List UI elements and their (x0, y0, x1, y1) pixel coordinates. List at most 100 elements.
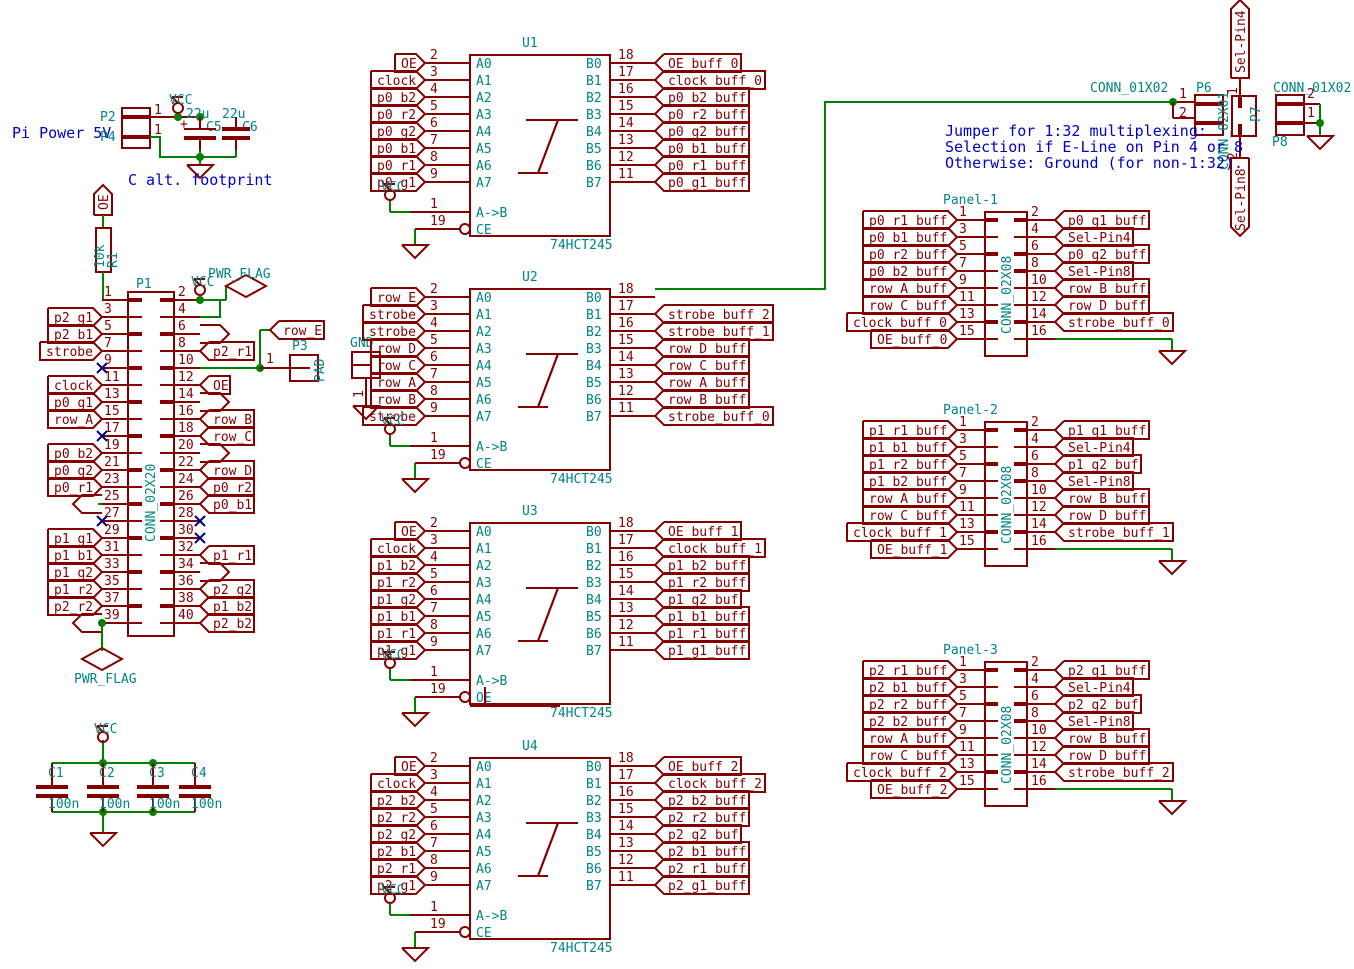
buf-out-net-U3-17-text: clock_buff_1 (668, 542, 762, 557)
panel-right-pinnum: 6 (1031, 449, 1039, 464)
vcc-label: VCC (381, 414, 404, 429)
p1-left-net-13-outline (47, 392, 104, 412)
buf-in-net-U4-4-text: p2_b2 (377, 794, 416, 809)
panel-left-net-Panel-3-11-text: row_C_buff (869, 749, 947, 764)
buf-in-net-U2-9-outline (362, 406, 427, 426)
no-connect-marker (194, 532, 206, 544)
p1-right-net-8-outline (198, 341, 255, 361)
buffer-in-pinnum: 9 (430, 167, 438, 182)
buffer-out-pinnum: 17 (618, 768, 634, 783)
panel-left-net-Panel-1-3-outline (862, 227, 959, 247)
buffer-outpin-name: B6 (586, 862, 602, 877)
buffer-inpin-name: A4 (476, 125, 492, 140)
panel-value: CONN_02X08 (1000, 256, 1015, 334)
buffer-out-pinnum: 11 (618, 167, 634, 182)
panel-right-pinnum: 10 (1031, 273, 1047, 288)
panel-body-Panel-3 (984, 661, 1028, 807)
buf-out-net-U4-14-text: p2_g2_buf (668, 828, 738, 843)
row-e-net-label-text: row_E (283, 324, 322, 339)
buffer-in-pinnum: 6 (430, 584, 438, 599)
buf-out-net-U2-13-text: row_A_buff (668, 376, 746, 391)
buffer-in-pinnum: 5 (430, 802, 438, 817)
panel-left-pinnum: 11 (959, 740, 975, 755)
buffer-inpin-name: A7 (476, 879, 492, 894)
buf-in-net-U1-4-outline (370, 87, 427, 107)
buffer-ce-pinnum: 19 (430, 682, 446, 697)
p1-left-pin-num: 19 (104, 438, 120, 453)
buffer-inpin-name: A7 (476, 176, 492, 191)
gnd-pad-pin-num: 1 (352, 390, 367, 398)
panel-left-pinnum: 5 (959, 689, 967, 704)
buffer-outpin-name: B0 (586, 525, 602, 540)
panel-right-net-Panel-3-14-text: strobe_buff_2 (1068, 766, 1170, 781)
row-e-net-label-outline (268, 320, 325, 340)
buffer-out-pinnum: 11 (618, 401, 634, 416)
p1-right-pin-num: 34 (178, 557, 194, 572)
panel-right-pinnum: 16 (1031, 534, 1047, 549)
buffer-outpin-name: B0 (586, 760, 602, 775)
panel-left-pinnum: 9 (959, 483, 967, 498)
p1-right-net-32-text: p1_r1 (213, 549, 252, 564)
panel-left-net-Panel-1-15-text: OE_buff_0 (877, 333, 947, 348)
buffer-in-pinnum: 3 (430, 65, 438, 80)
buf-in-net-U2-6-text: row_C (377, 359, 416, 374)
p1-left-net-3-text: p2_g1 (54, 311, 93, 326)
p1-right-pin-num: 16 (178, 404, 194, 419)
buf-in-net-U1-4-text: p0_b2 (377, 91, 416, 106)
cap-alt-note: C alt. footprint (128, 171, 273, 189)
buffer-in-pinnum: 5 (430, 333, 438, 348)
jumper-note-1: Jumper for 1:32 multiplexing: (945, 122, 1207, 140)
buffer-outpin-name: B7 (586, 410, 602, 425)
buffer-outpin-name: B3 (586, 342, 602, 357)
buffer-out-pinnum: 15 (618, 567, 634, 582)
pwr-flag-bottom (79, 647, 125, 672)
c5-polarity: + (180, 117, 188, 132)
p1-left-net-13-text: p0_g1 (54, 396, 93, 411)
buffer-dir-pin-name: A->B (476, 206, 507, 221)
panel-right-net-Panel-1-6-text: p0_g2_buff (1068, 248, 1146, 263)
pwr-flag-bottom-label: PWR_FLAG (74, 672, 137, 687)
panel-body-Panel-2 (984, 421, 1028, 567)
panel-left-net-Panel-1-5-text: p0_r2_buff (869, 248, 947, 263)
buf-out-net-U3-14-text: p1_g2_buf (668, 593, 738, 608)
panel-left-net-Panel-1-13-text: clock_buff_0 (853, 316, 947, 331)
panel-right-pinnum: 16 (1031, 774, 1047, 789)
panel-right-pinnum: 16 (1031, 324, 1047, 339)
panel-right-pinnum: 12 (1031, 290, 1047, 305)
buffer-body-U1 (469, 54, 611, 237)
p1-right-gndflag-6 (200, 324, 231, 344)
buffer-body-U3 (469, 522, 611, 705)
buf-in-net-U4-6-outline (370, 824, 427, 844)
p3-ref: P3 (292, 339, 308, 354)
buf-out-net-U2-14-text: row_C_buff (668, 359, 746, 374)
p1-left-net-35-outline (47, 579, 104, 599)
p1-right-net-26-text: p0_b1 (213, 498, 252, 513)
p1-right-net-12-text: OE (213, 379, 229, 394)
panel-left-net-Panel-1-1-text: p0_r1_buff (869, 214, 947, 229)
p1-left-net-7-outline (39, 341, 104, 361)
p1-left-net-5-outline (47, 324, 104, 344)
buffer-in-pinnum: 9 (430, 401, 438, 416)
panel-value-group-Panel-3: CONN_02X08 (1000, 706, 1015, 784)
p1-right-net-40-text: p2_b2 (213, 617, 252, 632)
buffer-in-pinnum: 4 (430, 785, 438, 800)
panel-left-net-Panel-1-11-text: row_C_buff (869, 299, 947, 314)
panel-left-net-Panel-2-15-text: OE_buff_1 (877, 543, 947, 558)
panel-right-pinnum: 12 (1031, 740, 1047, 755)
r1-ref: R1 (106, 252, 121, 268)
buffer-inpin-name: A6 (476, 159, 492, 174)
buf-in-net-U2-8-outline (370, 389, 427, 409)
panel-right-net-Panel-1-8-text: Sel-Pin8 (1068, 265, 1131, 280)
p6-pin1-num: 1 (1179, 87, 1187, 102)
buffer-ref-U1: U1 (522, 36, 538, 51)
p1-left-net-23-text: p0_r1 (54, 481, 93, 496)
jumper-note-3: Otherwise: Ground (for non-1:32). (945, 154, 1243, 172)
buffer-outpin-name: B6 (586, 393, 602, 408)
panel-ref-Panel-2: Panel-2 (943, 403, 998, 418)
p1-right-pin-num: 30 (178, 523, 194, 538)
decap-value: 100n (99, 797, 130, 812)
panel-body-Panel-1 (984, 211, 1028, 357)
buffer-inpin-name: A3 (476, 342, 492, 357)
buf-in-net-U2-7-outline (370, 372, 427, 392)
panel-left-net-Panel-2-5-outline (862, 454, 959, 474)
